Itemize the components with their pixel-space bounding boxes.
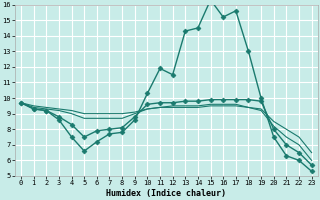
X-axis label: Humidex (Indice chaleur): Humidex (Indice chaleur) [106, 189, 226, 198]
